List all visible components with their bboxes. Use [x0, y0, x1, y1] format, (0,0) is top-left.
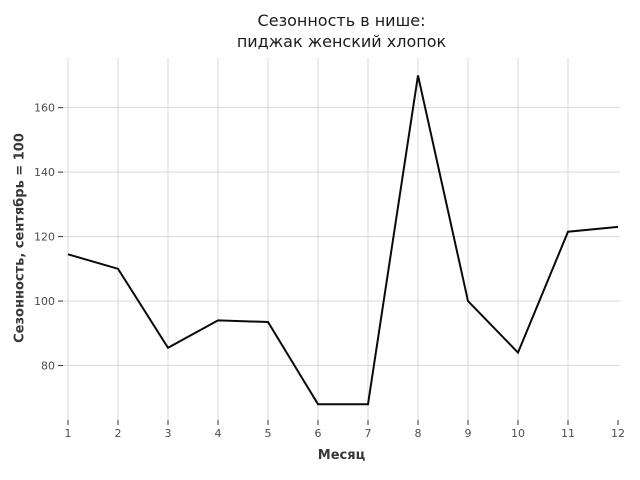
x-tick-label: 4	[215, 427, 222, 440]
y-tick-label: 100	[34, 295, 55, 308]
x-axis-title: Месяц	[317, 448, 366, 463]
x-tick-label: 8	[415, 427, 422, 440]
x-tick-label: 10	[511, 427, 525, 440]
chart-title: Сезонность в нише: пиджак женский хлопок	[63, 10, 620, 52]
y-tick-label: 160	[34, 102, 55, 115]
x-tick-label: 12	[611, 427, 625, 440]
x-tick-label: 1	[65, 427, 72, 440]
x-tick-label: 7	[365, 427, 372, 440]
x-tick-label: 5	[265, 427, 272, 440]
x-tick-label: 11	[561, 427, 575, 440]
chart-title-line1: Сезонность в нише:	[257, 11, 426, 30]
y-tick-label: 140	[34, 166, 55, 179]
x-tick-label: 6	[315, 427, 322, 440]
seasonality-line	[67, 75, 619, 406]
y-tick-label: 80	[41, 360, 55, 373]
y-tick-label: 120	[34, 231, 55, 244]
x-tick-label: 2	[115, 427, 122, 440]
x-tick-label: 9	[465, 427, 472, 440]
x-tick-label: 3	[165, 427, 172, 440]
chart-title-line2: пиджак женский хлопок	[236, 32, 447, 51]
